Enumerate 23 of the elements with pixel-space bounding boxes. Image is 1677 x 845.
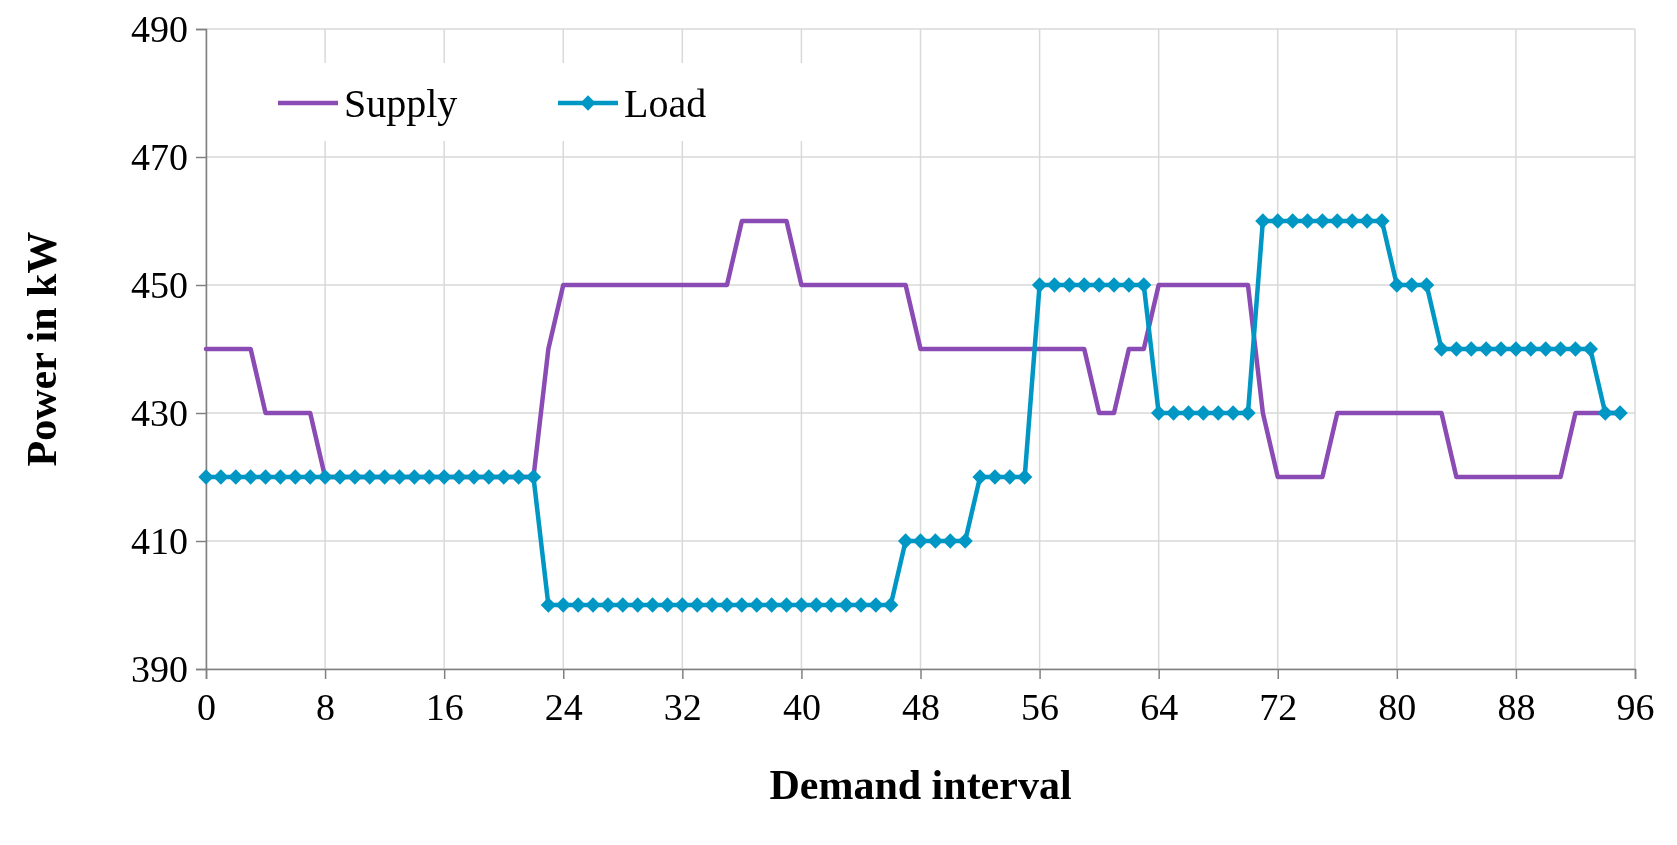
y-tick-label: 450 xyxy=(131,263,188,306)
x-tick-label: 40 xyxy=(782,685,821,728)
y-axis-title: Power in kW xyxy=(19,231,65,467)
x-tick-label: 8 xyxy=(316,685,336,728)
x-tick-label: 32 xyxy=(663,685,702,728)
legend-label: Supply xyxy=(344,80,458,126)
y-tick-label: 470 xyxy=(131,135,188,178)
y-tick-label: 390 xyxy=(131,647,188,690)
x-tick-label: 48 xyxy=(902,685,940,728)
y-tick-label: 430 xyxy=(131,391,188,434)
x-tick-label: 96 xyxy=(1616,685,1655,728)
x-tick-label: 0 xyxy=(197,685,216,728)
x-tick-label: 88 xyxy=(1497,685,1536,728)
y-tick-label: 410 xyxy=(131,519,188,562)
y-tick-label: 490 xyxy=(131,7,188,50)
legend-label: Load xyxy=(624,80,707,126)
x-tick-label: 16 xyxy=(425,685,464,728)
x-tick-label: 72 xyxy=(1259,685,1298,728)
x-tick-label: 64 xyxy=(1140,685,1179,728)
x-tick-label: 80 xyxy=(1378,685,1417,728)
x-axis-title: Demand interval xyxy=(769,762,1072,808)
x-tick-label: 56 xyxy=(1021,685,1060,728)
x-tick-label: 24 xyxy=(544,685,583,728)
